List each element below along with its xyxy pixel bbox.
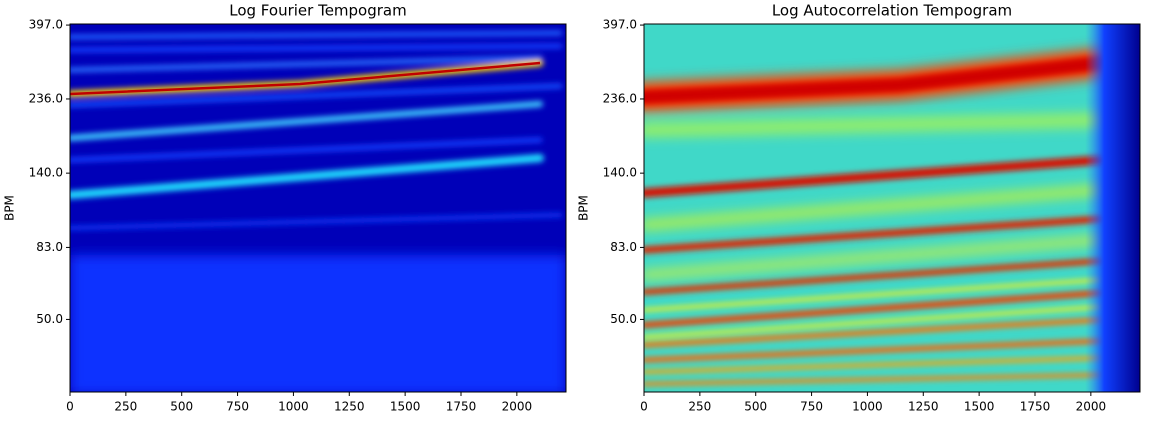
y-tick-label: 140.0	[29, 166, 63, 180]
y-tick-label: 140.0	[603, 166, 637, 180]
y-tick-label: 397.0	[29, 18, 63, 32]
heatmap-image	[70, 24, 566, 392]
y-tick-label: 50.0	[610, 312, 637, 326]
axes-frame	[69, 23, 567, 393]
y-tick-label: 83.0	[610, 240, 637, 254]
x-tick-label: 500	[744, 400, 767, 414]
x-tick-label: 1750	[446, 400, 477, 414]
x-tick-label: 2000	[1076, 400, 1107, 414]
heatmap-image	[644, 24, 1140, 392]
x-tick-label: 1750	[1020, 400, 1051, 414]
x-tick-label: 500	[170, 400, 193, 414]
y-tick-label: 236.0	[29, 91, 63, 105]
y-axis-label: BPM	[577, 195, 591, 221]
chart-title: Log Fourier Tempogram	[229, 2, 406, 20]
x-tick-label: 750	[226, 400, 249, 414]
x-tick-label: 750	[800, 400, 823, 414]
x-tick-label: 2000	[502, 400, 533, 414]
x-tick-label: 1000	[278, 400, 309, 414]
y-tick-label: 83.0	[36, 240, 63, 254]
x-tick-label: 1250	[334, 400, 365, 414]
y-tick-label: 50.0	[36, 312, 63, 326]
chart-title: Log Autocorrelation Tempogram	[772, 2, 1012, 20]
x-tick-label: 1000	[852, 400, 883, 414]
x-tick-label: 0	[66, 400, 74, 414]
x-tick-label: 1500	[964, 400, 995, 414]
x-tick-label: 250	[114, 400, 137, 414]
x-tick-label: 250	[688, 400, 711, 414]
y-tick-label: 397.0	[603, 18, 637, 32]
y-tick-label: 236.0	[603, 91, 637, 105]
x-tick-label: 1250	[908, 400, 939, 414]
x-tick-label: 1500	[390, 400, 421, 414]
x-tick-label: 0	[640, 400, 648, 414]
y-axis-label: BPM	[3, 195, 17, 221]
axes-frame	[643, 23, 1141, 393]
